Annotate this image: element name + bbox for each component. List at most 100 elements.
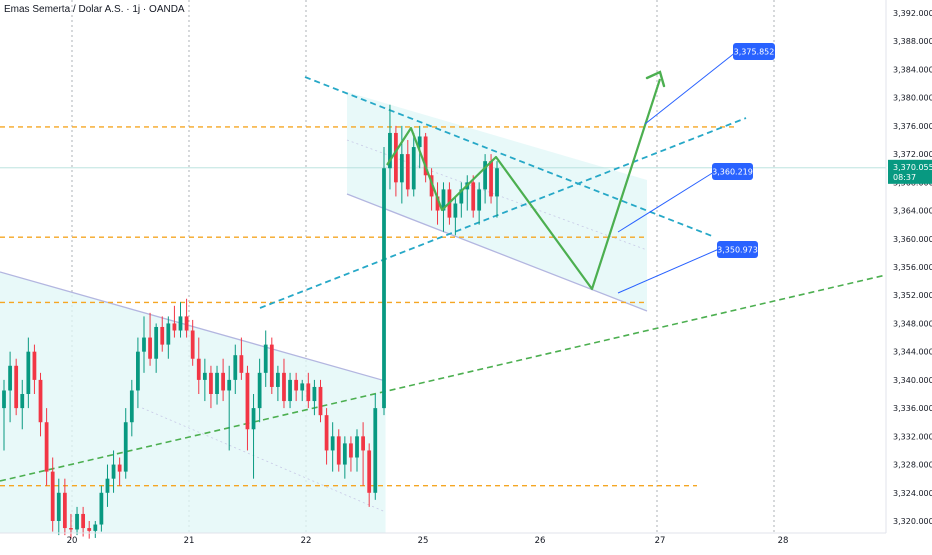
candle-body — [202, 372, 207, 380]
candle-body — [81, 513, 86, 529]
candle-body — [26, 351, 31, 395]
candle-body — [123, 422, 128, 472]
candle-body — [483, 161, 487, 190]
candle-body — [111, 464, 116, 479]
candle-body — [20, 394, 25, 409]
candle-body — [245, 372, 250, 430]
candle-body — [459, 189, 464, 204]
candle-body — [394, 132, 398, 183]
candle-body — [160, 326, 165, 345]
channel-lower-line-right — [346, 193, 648, 312]
countdown-label: 08:37 — [893, 173, 916, 182]
candle-body — [373, 408, 378, 493]
resistance-trendline — [304, 76, 713, 237]
candle-body — [62, 492, 67, 529]
price-axis-tick-label: 3,392.000 — [893, 9, 932, 18]
candle-body — [269, 344, 274, 387]
price-axis-tick-label: 3,328.000 — [893, 461, 932, 470]
candle-body — [129, 390, 134, 423]
price-axis-tick-label: 3,336.000 — [893, 404, 932, 413]
price-callout-label: 3,375.852 — [734, 48, 775, 57]
candle-body — [349, 443, 353, 458]
price-callout-label: 3,350.973 — [717, 246, 758, 255]
candle-body — [429, 175, 434, 197]
price-callout-box — [733, 43, 775, 60]
candle-body — [105, 478, 110, 493]
current-price-label: 3,370.055 — [893, 163, 932, 172]
candle-body — [227, 379, 232, 391]
candle-body — [196, 358, 201, 380]
channel-mid-line-left — [142, 407, 386, 513]
price-axis-tick-label: 3,352.000 — [893, 291, 932, 300]
price-axis-tick-label: 3,380.000 — [893, 94, 932, 103]
symbol-title: Emas Semerta / Dolar A.S. · 1j · OANDA — [4, 4, 185, 15]
candle-body — [435, 196, 440, 211]
candle-body — [342, 443, 347, 465]
price-axis-tick-label: 3,320.000 — [893, 517, 932, 526]
candle-body — [257, 372, 262, 409]
candle-body — [367, 450, 372, 493]
price-callout-box — [712, 163, 753, 180]
price-axis-tick-label: 3,340.000 — [893, 376, 932, 385]
projection-arrowhead — [645, 70, 666, 88]
candle-body — [69, 528, 73, 530]
time-axis-tick-label: 20 — [67, 536, 78, 546]
price-callout-label: 3,360.219 — [712, 168, 753, 177]
candle-body — [44, 422, 49, 472]
candle-body — [300, 383, 305, 391]
candle-body — [14, 365, 19, 409]
time-axis-tick-label: 21 — [184, 536, 195, 546]
price-axis-tick-label: 3,388.000 — [893, 37, 932, 46]
price-axis-tick-label: 3,324.000 — [893, 489, 932, 498]
callout-line — [644, 51, 737, 125]
candle-body — [388, 132, 392, 169]
candle-body — [136, 351, 140, 391]
candle-body — [399, 154, 404, 183]
support-trendline-blue — [259, 117, 747, 309]
candle-body — [417, 136, 422, 148]
time-axis-tick-label: 22 — [301, 536, 312, 546]
candle-body — [282, 372, 286, 402]
candle-body — [489, 161, 493, 197]
candle-body — [221, 372, 225, 391]
candle-body — [263, 344, 268, 373]
candle-body — [251, 408, 256, 430]
price-axis-background — [886, 0, 932, 550]
price-axis-tick-label: 3,360.000 — [893, 235, 932, 244]
channel-fill-left — [0, 272, 386, 533]
candle-body — [166, 323, 171, 345]
current-price-tag — [888, 159, 932, 184]
candle-body — [324, 415, 329, 451]
time-axis-tick-label: 27 — [655, 536, 666, 546]
candle-body — [355, 436, 359, 458]
candle-body — [2, 390, 6, 409]
candle-body — [276, 372, 280, 387]
candle-body — [38, 379, 43, 423]
callout-line — [617, 248, 720, 294]
candle-body — [50, 471, 55, 522]
candle-body — [382, 168, 386, 409]
candle-body — [87, 528, 92, 531]
candle-body — [336, 436, 341, 465]
candle-body — [184, 316, 189, 331]
price-axis-tick-label: 3,356.000 — [893, 263, 932, 272]
candle-body — [148, 337, 152, 359]
price-axis-tick-label: 3,376.000 — [893, 122, 932, 131]
candle-body — [190, 330, 195, 359]
candle-body — [32, 351, 37, 380]
price-axis-tick-label: 3,384.000 — [893, 65, 932, 74]
candle-body — [93, 524, 98, 531]
candle-body — [306, 383, 311, 402]
candle-body — [294, 379, 299, 391]
candle-body — [239, 355, 244, 373]
candle-body — [453, 203, 458, 218]
candle-body — [495, 168, 499, 197]
candle-body — [117, 464, 122, 472]
time-axis-tick-label: 26 — [535, 536, 546, 546]
candle-body — [471, 182, 476, 211]
candle-body — [172, 323, 177, 331]
candle-body — [75, 513, 79, 530]
candle-body — [215, 372, 219, 395]
candle-body — [318, 386, 323, 416]
